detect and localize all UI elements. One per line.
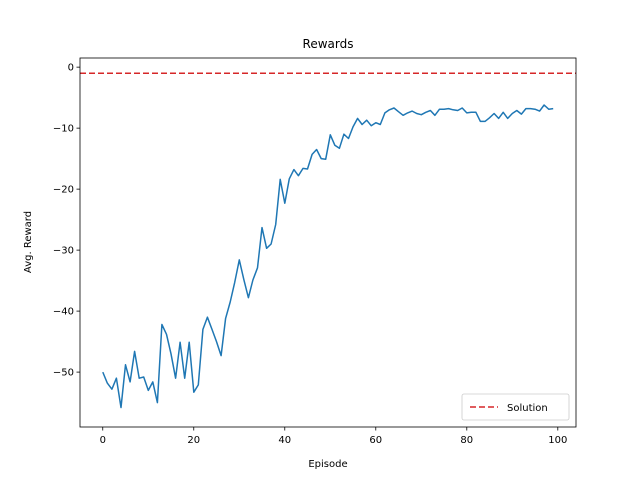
y-tick-label: −40 (53, 307, 74, 318)
y-axis-label: Avg. Reward (23, 211, 34, 273)
y-tick-label: −10 (53, 124, 74, 135)
x-tick-label: 20 (187, 435, 200, 446)
x-tick-label: 40 (278, 435, 291, 446)
x-tick-label: 100 (548, 435, 567, 446)
y-tick-label: 0 (68, 63, 74, 74)
x-tick-label: 0 (100, 435, 106, 446)
y-tick-label: −20 (53, 185, 74, 196)
x-tick-label: 60 (369, 435, 382, 446)
axes-frame (79, 57, 577, 428)
y-tick-label: −50 (53, 368, 74, 379)
x-tick-label: 80 (460, 435, 473, 446)
reward-series-line (102, 104, 554, 409)
x-axis-label: Episode (308, 459, 347, 470)
legend: Solution (461, 393, 570, 421)
axis-ticks: 0 20 40 60 80 100 0 −10 −20 −30 −40 −50 (53, 63, 567, 446)
legend-label-solution: Solution (507, 403, 548, 414)
y-tick-label: −30 (53, 246, 74, 257)
legend-box (461, 393, 570, 421)
chart-title: Rewards (303, 37, 354, 51)
plot-area (80, 72, 576, 409)
